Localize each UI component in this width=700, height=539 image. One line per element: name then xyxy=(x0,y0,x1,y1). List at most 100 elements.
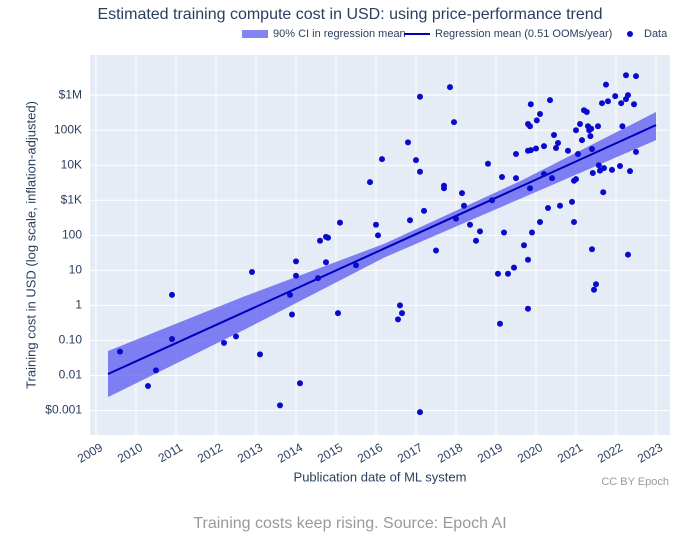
data-point xyxy=(499,174,505,181)
credit: CC BY Epoch xyxy=(601,476,669,488)
legend-swatch xyxy=(627,31,633,37)
data-point xyxy=(627,168,633,175)
data-point xyxy=(375,232,381,239)
data-point xyxy=(593,281,599,288)
data-point xyxy=(527,185,533,192)
x-axis-label: Publication date of ML system xyxy=(294,469,467,484)
data-point xyxy=(325,234,331,241)
data-point xyxy=(405,139,411,146)
data-point xyxy=(297,380,303,387)
data-point xyxy=(533,117,540,124)
data-point xyxy=(399,310,405,317)
data-point xyxy=(589,246,595,253)
y-tick-label: 1 xyxy=(75,298,82,312)
data-point xyxy=(527,101,534,108)
data-point xyxy=(625,92,631,99)
data-point xyxy=(433,247,439,254)
data-point xyxy=(293,272,299,279)
data-point xyxy=(367,179,373,186)
legend-label: Regression mean (0.51 OOMs/year) xyxy=(435,28,612,40)
y-tick-label: $0.001 xyxy=(45,403,82,417)
data-point xyxy=(533,145,539,152)
data-point xyxy=(505,270,511,277)
x-tick-label: 2009 xyxy=(75,440,105,466)
y-tick-label: $1K xyxy=(61,192,82,206)
data-point xyxy=(337,219,343,226)
x-tick-label: 2022 xyxy=(595,440,625,466)
data-point xyxy=(633,148,639,155)
data-point xyxy=(618,100,625,107)
data-point xyxy=(441,185,447,192)
data-point xyxy=(555,140,561,147)
y-tick-label: 100 xyxy=(62,227,82,241)
data-point xyxy=(600,189,607,196)
data-point xyxy=(553,145,559,152)
data-point xyxy=(521,242,527,249)
data-point xyxy=(485,160,491,167)
data-point xyxy=(587,133,594,140)
data-point xyxy=(605,98,611,105)
data-point xyxy=(397,302,403,309)
y-tick-label: 0.10 xyxy=(59,333,83,347)
x-tick-label: 2023 xyxy=(635,440,665,466)
data-point xyxy=(413,157,419,164)
data-point xyxy=(497,320,503,327)
data-point xyxy=(573,127,579,134)
x-tick-label: 2015 xyxy=(315,440,345,466)
y-tick-label: 0.01 xyxy=(59,368,83,382)
data-point xyxy=(583,109,590,116)
data-point xyxy=(489,197,495,204)
data-point xyxy=(609,166,615,173)
data-point xyxy=(473,237,479,244)
data-point xyxy=(417,168,423,175)
data-point xyxy=(589,170,596,177)
data-point xyxy=(277,402,283,409)
data-point xyxy=(537,110,543,117)
data-point xyxy=(595,123,601,130)
data-point xyxy=(513,175,519,182)
data-point xyxy=(395,316,401,323)
data-point xyxy=(407,217,413,224)
data-point xyxy=(547,97,553,104)
data-point xyxy=(565,147,571,154)
x-tick-label: 2012 xyxy=(195,440,225,466)
data-point xyxy=(529,229,535,236)
chart-title: Estimated training compute cost in USD: … xyxy=(97,6,602,23)
data-point xyxy=(451,119,457,126)
data-point xyxy=(601,165,607,172)
data-point xyxy=(545,205,551,212)
x-tick-label: 2019 xyxy=(475,440,505,466)
data-point xyxy=(335,310,341,317)
data-point xyxy=(467,221,473,228)
data-point xyxy=(221,339,227,346)
data-point xyxy=(453,215,459,222)
x-tick-label: 2016 xyxy=(355,440,385,466)
y-tick-label: 10 xyxy=(69,263,83,277)
data-point xyxy=(619,123,626,130)
data-point xyxy=(573,176,579,183)
data-point xyxy=(169,291,175,298)
data-point xyxy=(317,237,323,244)
data-point xyxy=(249,268,255,275)
y-tick-label: 100K xyxy=(54,122,82,136)
data-point xyxy=(417,93,423,100)
x-tick-label: 2018 xyxy=(435,440,465,466)
data-point xyxy=(579,137,585,144)
legend-label: Data xyxy=(644,28,668,40)
y-axis-label: Training cost in USD (log scale, inflati… xyxy=(23,101,38,389)
data-point xyxy=(379,156,385,163)
y-tick-label: 10K xyxy=(61,157,82,171)
data-point xyxy=(527,147,534,154)
data-point xyxy=(599,100,605,107)
data-point xyxy=(525,305,531,312)
data-point xyxy=(623,72,629,79)
legend-swatch xyxy=(242,30,268,38)
data-point xyxy=(603,81,609,88)
data-point xyxy=(117,348,123,355)
data-point xyxy=(595,162,602,169)
data-point xyxy=(588,125,595,132)
x-tick-label: 2010 xyxy=(115,440,145,466)
data-point xyxy=(501,229,507,236)
data-point xyxy=(287,291,293,298)
